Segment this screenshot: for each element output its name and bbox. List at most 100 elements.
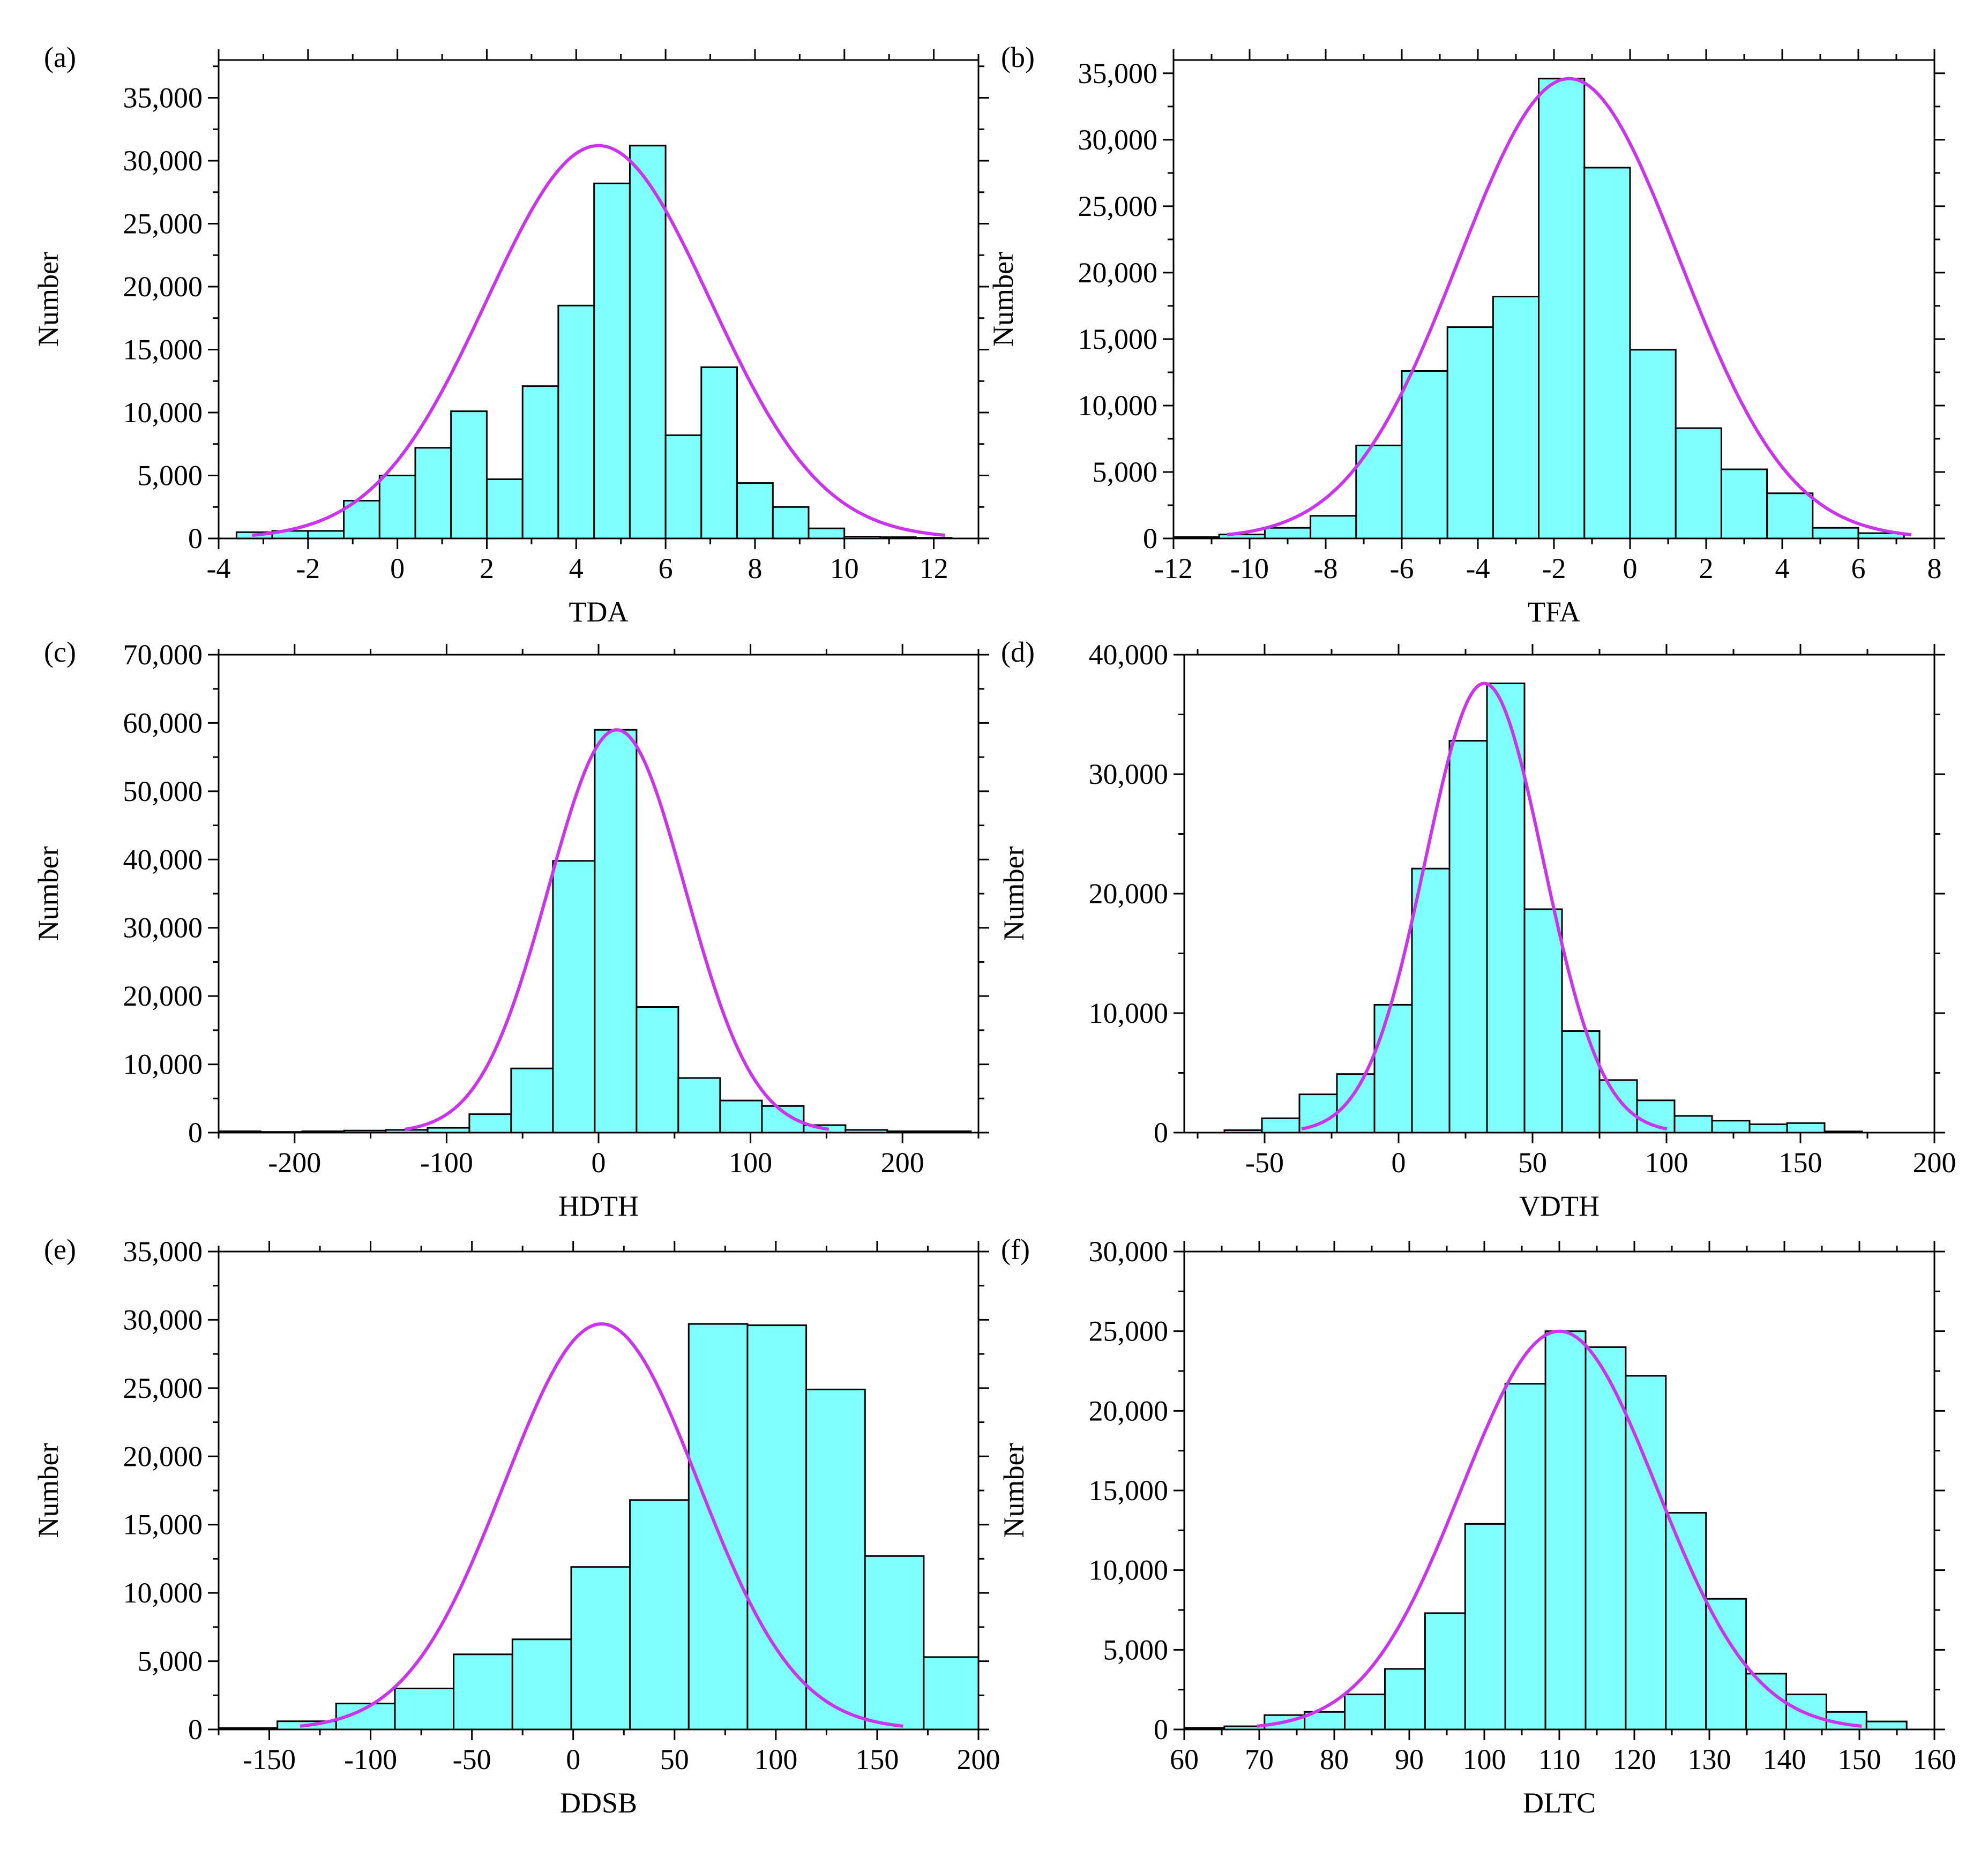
histogram-bar xyxy=(864,1555,925,1731)
x-tick-label: 8 xyxy=(748,552,762,585)
gaussian-fit-curve xyxy=(300,1322,903,1728)
x-tick-label: 80 xyxy=(1320,1743,1349,1776)
y-tick-label: 35,000 xyxy=(1078,57,1158,89)
y-axis-label: Number xyxy=(32,847,64,941)
y-tick-label: 15,000 xyxy=(123,334,203,366)
histogram-bar xyxy=(593,182,631,540)
histogram-bar xyxy=(1629,349,1677,540)
histogram-bar xyxy=(805,1388,866,1731)
x-tick-label: -2 xyxy=(1542,552,1566,585)
x-axis-label: DLTC xyxy=(1523,1787,1596,1819)
histogram-bar xyxy=(1504,1383,1546,1731)
histogram-bar xyxy=(1401,370,1448,540)
x-tick-label: 120 xyxy=(1613,1743,1656,1776)
histogram-bar xyxy=(719,1099,763,1134)
histogram-bar xyxy=(1448,740,1488,1134)
histogram-bar xyxy=(394,1688,455,1731)
y-tick-label: 10,000 xyxy=(1089,997,1169,1029)
x-tick-label: 200 xyxy=(957,1743,1000,1776)
x-tick-label: 2 xyxy=(1699,552,1714,585)
y-tick-label: 30,000 xyxy=(1078,124,1158,156)
chart-panel-6: 60 70 80 90 100 110 120 130 140 150 160 0 5,000 10,00… xyxy=(998,1233,1956,1819)
histogram-bar xyxy=(486,478,524,540)
x-tick-label: 130 xyxy=(1688,1743,1731,1776)
x-tick-label: 90 xyxy=(1395,1743,1424,1776)
histogram-bar xyxy=(521,385,559,540)
x-tick-label: 0 xyxy=(592,1147,606,1179)
y-tick-label: 40,000 xyxy=(1089,639,1169,671)
y-tick-label: 0 xyxy=(1154,1117,1168,1149)
y-tick-label: 0 xyxy=(1143,522,1157,555)
histogram-bar xyxy=(700,366,738,540)
x-tick-label: -6 xyxy=(1390,552,1414,585)
x-tick-label: 8 xyxy=(1927,552,1942,585)
y-tick-label: 50,000 xyxy=(123,775,203,807)
x-tick-label: 0 xyxy=(566,1743,580,1776)
y-tick-label: 5,000 xyxy=(1093,456,1158,488)
gaussian-fit-curve xyxy=(1227,77,1912,536)
y-tick-label: 70,000 xyxy=(123,639,203,671)
histogram-bar xyxy=(594,729,638,1134)
y-tick-label: 0 xyxy=(188,1117,203,1149)
histogram-bar xyxy=(1424,1612,1466,1731)
histogram-bar xyxy=(453,1653,513,1731)
histogram-bar xyxy=(1748,1123,1788,1134)
histogram-bar xyxy=(677,1077,721,1134)
y-tick-label: 30,000 xyxy=(1089,758,1169,790)
histogram-bar xyxy=(1384,1668,1426,1731)
histogram-bar xyxy=(1261,1117,1301,1134)
x-tick-label: -12 xyxy=(1154,552,1193,585)
x-tick-label: 100 xyxy=(1645,1147,1688,1179)
x-tick-label: 140 xyxy=(1763,1743,1806,1776)
x-tick-label: 200 xyxy=(881,1147,924,1179)
histogram-bar xyxy=(1264,527,1312,540)
x-axis-label: TDA xyxy=(569,596,629,628)
histogram-bar xyxy=(1561,1030,1601,1134)
histogram-bar xyxy=(1355,444,1403,540)
histogram-bar xyxy=(1464,1523,1506,1731)
x-tick-label: 70 xyxy=(1245,1743,1274,1776)
histogram-bar xyxy=(1786,1122,1826,1134)
x-tick-label: -100 xyxy=(344,1743,397,1776)
x-axis-label: DDSB xyxy=(560,1787,637,1819)
x-axis-label: TFA xyxy=(1528,596,1580,628)
y-tick-label: 10,000 xyxy=(123,1577,203,1609)
y-tick-label: 30,000 xyxy=(123,145,203,177)
y-tick-label: 20,000 xyxy=(1089,1395,1169,1427)
y-tick-label: 25,000 xyxy=(1078,190,1158,222)
chart-panel-1: -4 -2 0 2 4 6 8 10 12 0 5,000 10,000 15,000 20,000 25,… xyxy=(32,41,989,628)
x-tick-label: 10 xyxy=(830,552,859,585)
panel-label: (d) xyxy=(1001,636,1035,668)
y-tick-label: 30,000 xyxy=(123,912,203,944)
histogram-bar xyxy=(1523,908,1563,1134)
x-tick-label: -2 xyxy=(296,552,320,585)
histogram-bar xyxy=(1766,492,1814,540)
chart-panel-4: -50 0 50 100 150 200 0 10,000 20,000 30,000 40,000… xyxy=(998,636,1956,1222)
y-axis-label: Number xyxy=(998,1443,1030,1538)
y-axis-label: Number xyxy=(32,252,64,347)
histogram-bar xyxy=(736,482,774,540)
y-tick-label: 10,000 xyxy=(123,1048,203,1081)
x-tick-label: 6 xyxy=(659,552,673,585)
chart-panel-5: -150 -100 -50 0 50 100 150 200 0 5,000 10,000 15,00… xyxy=(32,1233,1000,1819)
y-tick-label: 25,000 xyxy=(1089,1315,1169,1347)
x-tick-label: 50 xyxy=(1518,1147,1547,1179)
histogram-bar xyxy=(1673,1115,1713,1134)
histogram-bar xyxy=(510,1067,554,1134)
y-tick-label: 15,000 xyxy=(123,1509,203,1541)
x-tick-label: 6 xyxy=(1851,552,1866,585)
histogram-bar xyxy=(1711,1120,1751,1134)
y-tick-label: 20,000 xyxy=(1078,257,1158,289)
histogram-bar xyxy=(468,1113,512,1134)
x-tick-label: 0 xyxy=(1392,1147,1406,1179)
x-tick-label: 0 xyxy=(1623,552,1638,585)
histogram-bar xyxy=(636,1006,679,1134)
histogram-bar xyxy=(629,145,667,540)
histogram-bar xyxy=(343,500,380,540)
histogram-bar xyxy=(1310,515,1357,540)
histogram-bar xyxy=(570,1566,631,1731)
x-tick-label: -100 xyxy=(420,1147,473,1179)
histogram-bar xyxy=(307,530,345,540)
x-axis-label: VDTH xyxy=(1519,1190,1600,1222)
